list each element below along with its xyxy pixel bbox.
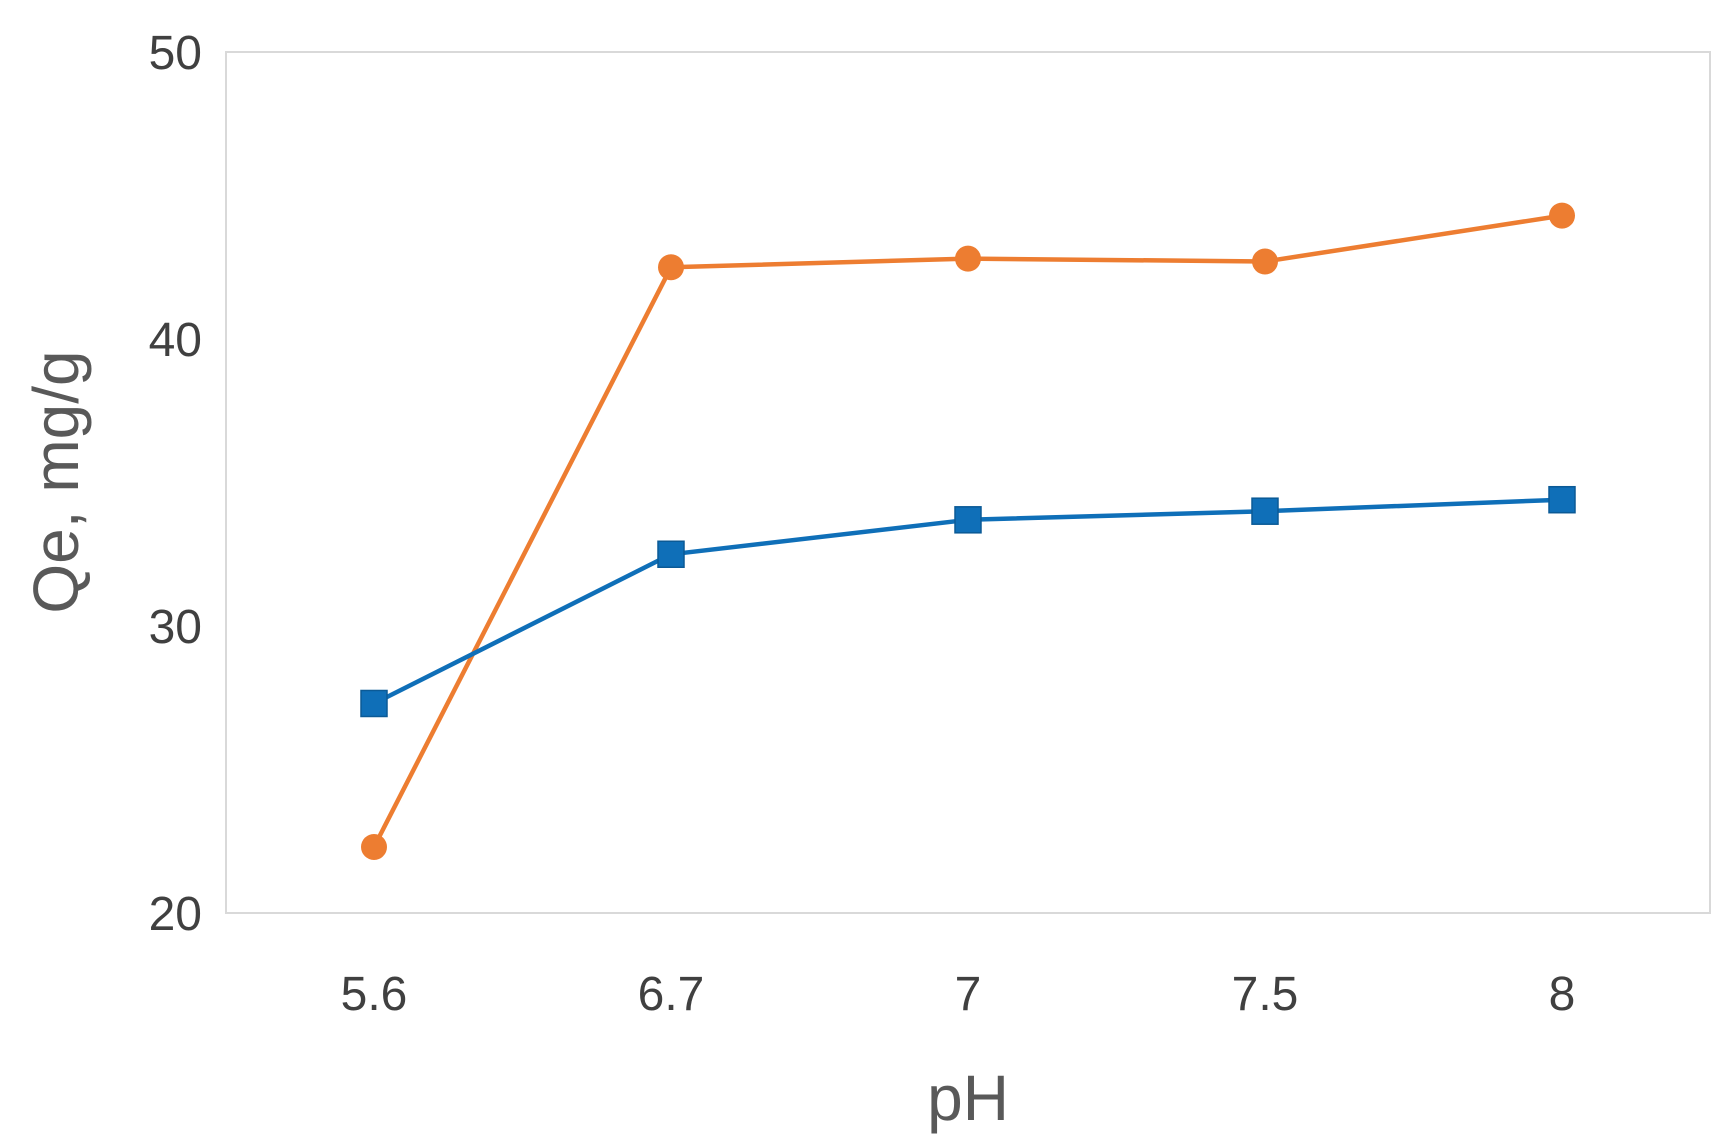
- data-point: [657, 540, 685, 568]
- series-2: [360, 485, 1576, 718]
- x-tick-label: 5.6: [341, 968, 408, 1021]
- series-layer: [360, 202, 1576, 860]
- y-axis-ticks: 20 30 40 50: [149, 27, 202, 941]
- data-point: [658, 254, 684, 281]
- y-tick-label: 40: [149, 314, 202, 367]
- y-tick-label: 20: [149, 888, 202, 941]
- x-axis-title: pH: [927, 1062, 1009, 1134]
- series-1: [361, 202, 1575, 860]
- x-tick-label: 8: [1549, 968, 1576, 1021]
- x-tick-label: 7: [955, 968, 982, 1021]
- x-tick-label: 6.7: [638, 968, 705, 1021]
- data-point: [955, 245, 981, 272]
- data-point: [1549, 202, 1575, 229]
- data-point: [360, 689, 388, 718]
- y-axis-title: Qe, mg/g: [20, 350, 92, 613]
- data-point: [954, 506, 982, 534]
- y-tick-label: 50: [149, 27, 202, 80]
- data-point: [1251, 497, 1279, 525]
- plot-area: [225, 51, 1711, 914]
- data-point: [361, 833, 387, 860]
- x-axis-ticks: 5.6 6.7 7 7.5 8: [341, 968, 1576, 1021]
- y-tick-label: 30: [149, 601, 202, 654]
- data-point: [1548, 485, 1576, 514]
- data-point: [1252, 248, 1278, 275]
- x-tick-label: 7.5: [1232, 968, 1299, 1021]
